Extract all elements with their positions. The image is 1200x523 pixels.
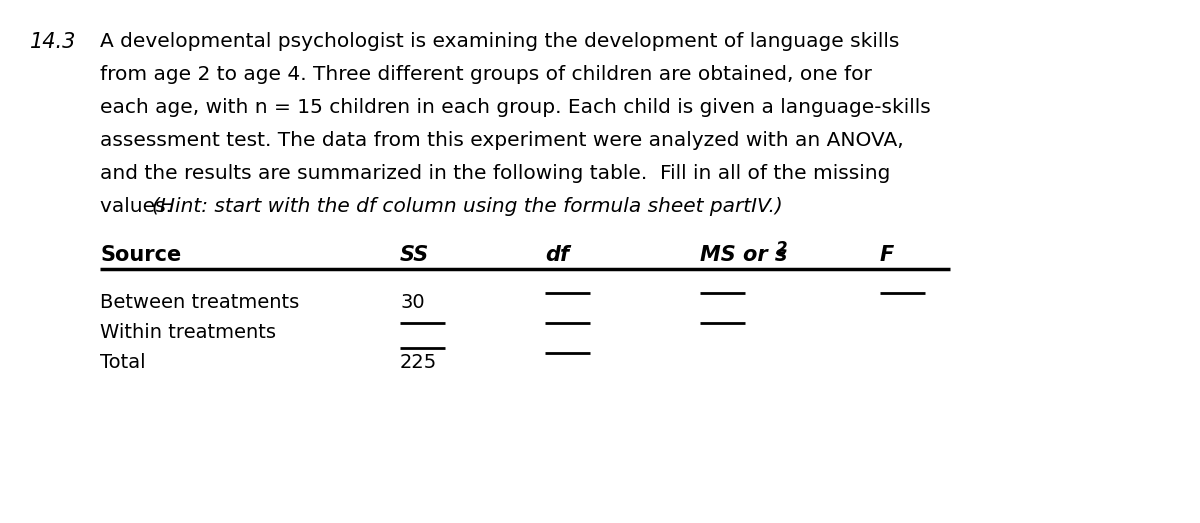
Text: MS or s: MS or s [700,245,787,265]
Text: SS: SS [400,245,430,265]
Text: and the results are summarized in the following table.  Fill in all of the missi: and the results are summarized in the fo… [100,164,890,183]
Text: from age 2 to age 4. Three different groups of children are obtained, one for: from age 2 to age 4. Three different gro… [100,65,872,84]
Text: 2: 2 [776,240,787,258]
Text: 14.3: 14.3 [30,32,77,52]
Text: A developmental psychologist is examining the development of language skills: A developmental psychologist is examinin… [100,32,899,51]
Text: 30: 30 [400,293,425,313]
Text: Source: Source [100,245,181,265]
Text: df: df [545,245,569,265]
Text: Total: Total [100,354,145,372]
Text: values.: values. [100,197,179,216]
Text: Within treatments: Within treatments [100,324,276,343]
Text: assessment test. The data from this experiment were analyzed with an ANOVA,: assessment test. The data from this expe… [100,131,904,150]
Text: each age, with n = 15 children in each group. Each child is given a language-ski: each age, with n = 15 children in each g… [100,98,931,117]
Text: Between treatments: Between treatments [100,293,299,313]
Text: 225: 225 [400,354,437,372]
Text: F: F [880,245,894,265]
Text: (Hint: start with the df column using the formula sheet partIV.): (Hint: start with the df column using th… [152,197,782,216]
